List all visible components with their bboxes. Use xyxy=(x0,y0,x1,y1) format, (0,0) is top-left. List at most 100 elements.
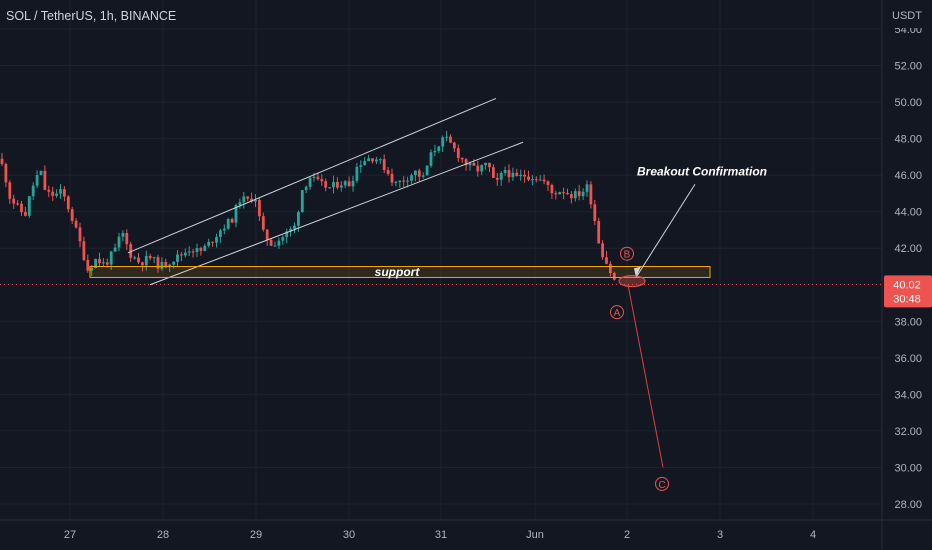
candle-up xyxy=(117,236,121,248)
channel-lower-line[interactable] xyxy=(149,141,524,286)
candle-up xyxy=(160,261,164,269)
unit-label: USDT xyxy=(892,10,922,22)
candle-down xyxy=(148,255,152,259)
candle-down xyxy=(589,184,593,205)
candle-up xyxy=(183,252,187,256)
current-price-badge[interactable] xyxy=(884,275,932,308)
candle-down xyxy=(612,272,616,280)
candle-down xyxy=(137,257,140,263)
candle-up xyxy=(273,245,277,247)
candle-down xyxy=(460,158,464,160)
candle-down xyxy=(601,243,604,258)
candle-down xyxy=(523,174,526,177)
breakout-label: Breakout Confirmation xyxy=(637,165,767,179)
candle-down xyxy=(336,181,339,188)
candle-up xyxy=(433,150,437,153)
current-price-value: 40.02 xyxy=(893,279,921,291)
candle-up xyxy=(585,184,589,192)
candle-down xyxy=(453,142,456,149)
candle-down xyxy=(78,227,82,242)
candle-up xyxy=(375,159,378,162)
price-tick-label: 36.00 xyxy=(894,353,922,365)
candle-down xyxy=(164,261,168,267)
candle-up xyxy=(133,257,136,259)
candle-down xyxy=(12,198,16,204)
time-tick-label: Jun xyxy=(526,529,544,541)
candle-up xyxy=(90,267,94,271)
candle-up xyxy=(222,228,226,231)
candle-up xyxy=(312,176,316,178)
price-tick-label: 50.00 xyxy=(894,97,922,109)
candle-down xyxy=(105,262,109,265)
candle-up xyxy=(102,262,105,264)
candle-up xyxy=(297,212,300,226)
candle-down xyxy=(577,191,581,197)
price-tick-label: 32.00 xyxy=(894,426,922,438)
candle-down xyxy=(20,203,23,213)
candle-down xyxy=(527,176,530,180)
candle-up xyxy=(367,158,370,162)
candle-up xyxy=(31,185,35,197)
support-zone[interactable] xyxy=(89,266,711,278)
candle-down xyxy=(98,258,101,264)
candle-down xyxy=(550,184,554,194)
candle-up xyxy=(421,175,425,177)
price-axis[interactable]: 28.0030.0032.0034.0036.0038.0040.0042.00… xyxy=(881,0,932,550)
price-tick-label: 52.00 xyxy=(894,61,922,73)
candle-down xyxy=(74,220,78,228)
candle-up xyxy=(519,174,523,177)
candle-up xyxy=(538,179,542,181)
candle-up xyxy=(109,251,113,265)
wave-b-label: B xyxy=(624,250,631,261)
candle-down xyxy=(0,158,4,165)
candle-up xyxy=(581,191,585,197)
candle-up xyxy=(35,175,39,186)
candle-down xyxy=(546,181,550,185)
candle-up xyxy=(226,219,230,229)
candle-up xyxy=(425,165,429,176)
candle-up xyxy=(285,231,289,238)
candle-up xyxy=(363,161,367,166)
candle-up xyxy=(468,162,472,166)
candle-up xyxy=(234,205,238,223)
support-label: support xyxy=(375,265,421,279)
channel-upper-line[interactable] xyxy=(127,97,497,254)
candle-up xyxy=(55,193,58,196)
candle-down xyxy=(4,164,8,183)
candle-up xyxy=(410,175,413,181)
candle-down xyxy=(492,167,495,178)
wave-a-label: A xyxy=(614,308,621,319)
candle-up xyxy=(359,165,363,167)
candle-down xyxy=(324,181,328,188)
candle-down xyxy=(554,193,558,195)
candle-down xyxy=(63,189,66,197)
price-tick-label: 28.00 xyxy=(894,499,922,511)
symbol-title[interactable]: SOL / TetherUS, 1h, BINANCE xyxy=(6,9,177,23)
candle-down xyxy=(24,212,27,216)
candle-up xyxy=(59,189,62,194)
candle-up xyxy=(277,240,281,246)
candle-down xyxy=(371,158,374,162)
candle-up xyxy=(207,241,211,246)
candle-down xyxy=(402,180,406,182)
candle-down xyxy=(390,173,394,183)
candle-down xyxy=(456,148,460,159)
candle-down xyxy=(472,162,476,166)
breakout-arrow-head xyxy=(634,266,641,278)
candle-up xyxy=(39,170,43,176)
candle-up xyxy=(480,165,484,172)
candle-up xyxy=(172,261,175,265)
breakout-highlight[interactable] xyxy=(618,275,646,288)
price-tick-label: 46.00 xyxy=(894,170,922,182)
time-axis[interactable]: 27 28 29 30 31 Jun 2 3 4 xyxy=(0,519,932,541)
candle-down xyxy=(199,248,203,251)
candle-down xyxy=(230,219,234,223)
candle-up xyxy=(121,232,125,237)
candle-down xyxy=(542,179,546,182)
candle-down xyxy=(86,259,90,271)
candle-down xyxy=(211,241,214,243)
wave-projection-line[interactable] xyxy=(627,284,664,468)
candle-up xyxy=(499,172,503,180)
price-tick-label: 30.00 xyxy=(894,462,922,474)
